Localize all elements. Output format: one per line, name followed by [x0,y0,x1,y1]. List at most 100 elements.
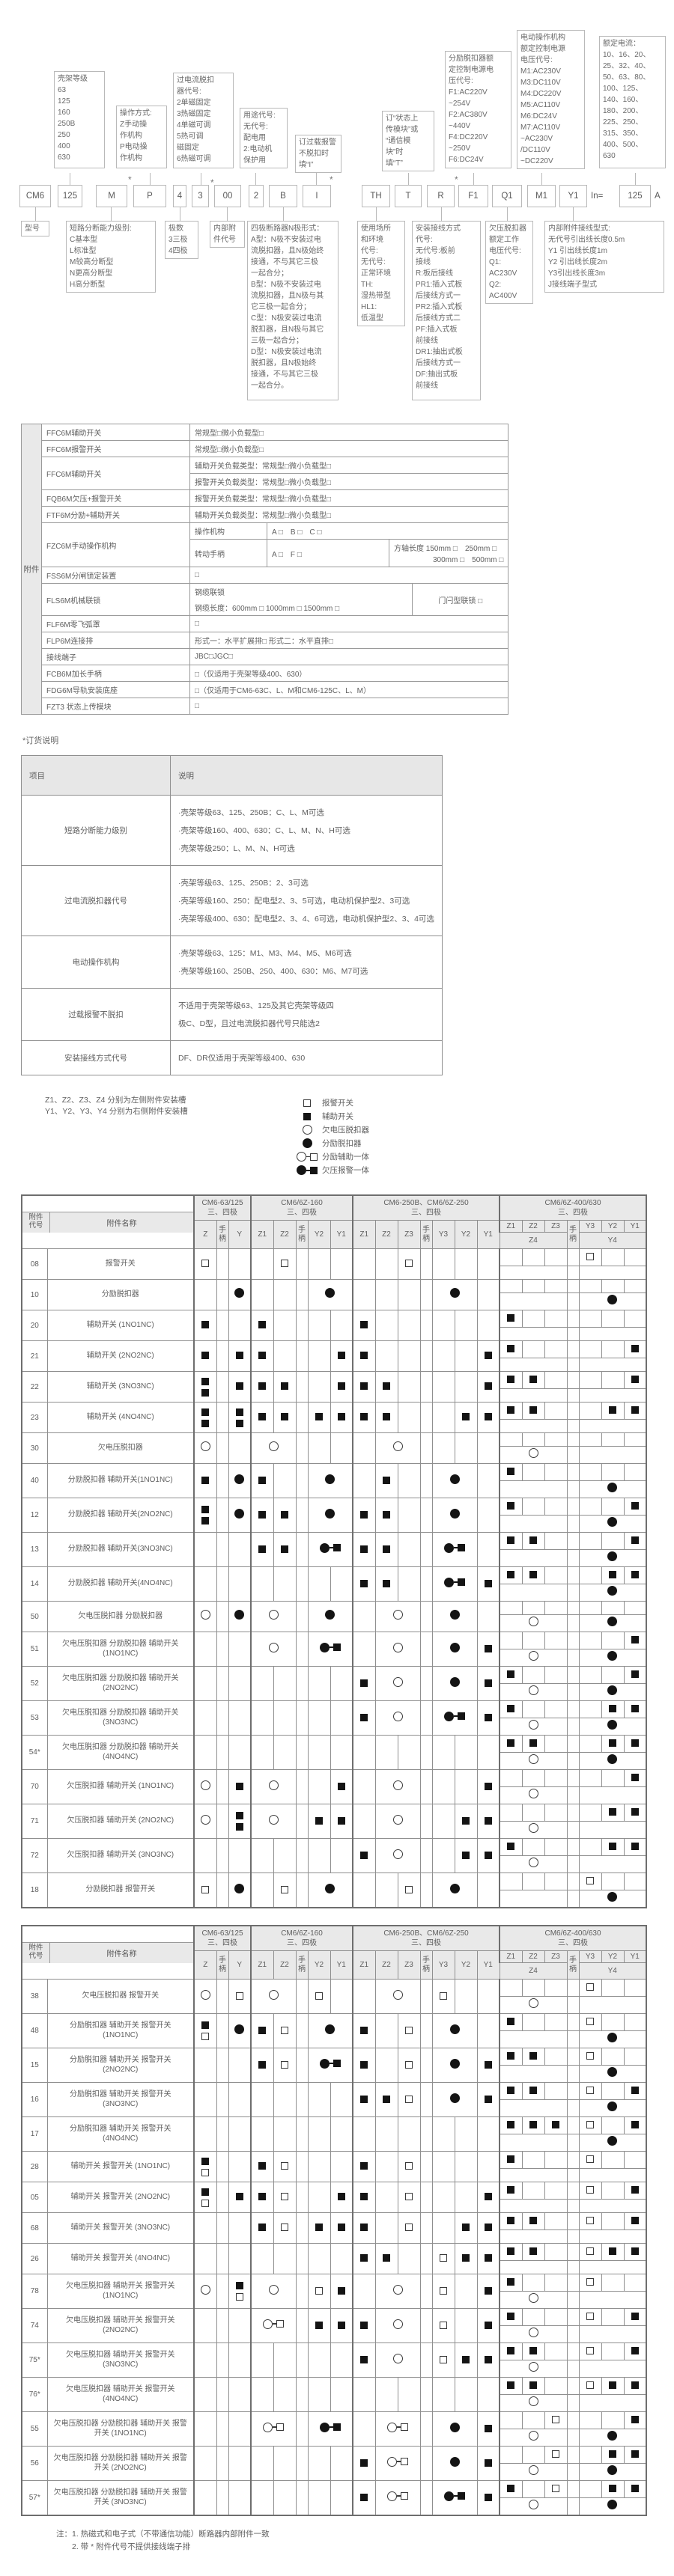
matrix-cell [566,1735,580,1753]
matrix-cell [397,1532,421,1567]
matrix-cell [499,1804,523,1822]
aux-switch-icon [235,1823,243,1831]
aux-switch-icon [484,1851,492,1859]
shunt-release-icon [449,1883,460,1893]
matrix-cell [419,1340,433,1372]
matrix-cell [307,2048,353,2083]
matrix-cell [216,1432,229,1464]
matrix-cell [216,2411,229,2447]
callout-line: 3三极 [168,236,188,244]
alarm-switch-icon [281,2193,288,2200]
matrix-cell [499,1463,523,1481]
order-item: 过载报警不脱扣 [21,988,171,1041]
callout-line: 无代号:板前 [416,247,455,255]
accessory-name: 分励脱扣器 辅助开关 报警开关(1NO1NC) [46,2013,195,2048]
callout-line: ~AC230V [520,135,553,143]
matrix-cell [193,1371,217,1403]
aux-switch-icon [484,1713,492,1721]
corner-code-line: 代号 [28,1951,43,1960]
undervoltage-release-icon [392,1642,403,1652]
matrix-cell [499,1566,523,1584]
matrix-cell [295,1804,309,1839]
matrix-cell [216,1279,229,1310]
connector-line [227,207,228,221]
slot-note-line: Y1、Y2、Y3、Y4 分别为右侧附件安装槽 [45,1107,188,1117]
matrix-row: 74 欠电压脱扣器 辅助开关 报警开关(2NO2NC) [21,2308,647,2343]
matrix-cell-merged [566,1821,580,1839]
aux-switch-icon [360,1321,368,1328]
matrix-cell [601,2082,625,2100]
undervoltage-release-icon [200,1441,210,1451]
type-code-box: F1 [458,185,488,207]
aux-switch-icon [360,1679,368,1687]
matrix-cell [454,1735,478,1770]
callout-bottom: 欠压脱扣器 额定工作 电压代号: Q1: AC230V Q2: AC400V [485,221,533,304]
matrix-cell [476,1632,500,1667]
type-code-box: I [303,185,331,207]
matrix-row: 71 欠压脱扣器 辅助开关 (2NO2NC) [21,1804,647,1839]
callout-line: R:板后接线 [416,269,453,278]
matrix-cell [228,1532,252,1567]
aux-switch-icon [458,1544,465,1551]
matrix-cell [193,2411,217,2447]
slot-header: Z1 [250,1950,274,1980]
matrix-cell [601,1279,625,1293]
matrix-row-sub [22,2199,647,2213]
matrix-cell [228,1340,252,1372]
matrix-cell [476,1566,500,1602]
matrix-row: 76* 欠电压脱扣器 辅助开关 报警开关(4NO4NC) [21,2377,647,2412]
matrix-cell [566,1769,580,1787]
matrix-cell [307,2013,353,2048]
matrix-cell [352,2082,376,2117]
alarm-switch-icon [235,1991,243,2000]
matrix-cell [250,1735,274,1770]
slot-header-text: Z3 [551,1222,560,1230]
aux-switch-icon [281,1510,288,1519]
alarm-switch-icon [401,2423,408,2431]
matrix-cell [499,2116,523,2134]
slot-header: 手柄 [216,1220,229,1249]
matrix-cell [601,1463,625,1481]
matrix-cell [601,2274,625,2292]
slot-header: Y1 [330,1950,353,1980]
aux-switch-icon [258,1382,267,1390]
accessory-name: 欠电压脱扣器 报警开关 [46,1979,195,2014]
aux-switch-icon [281,1382,288,1390]
slot-header: 手柄 [216,1950,229,1980]
matrix-cell-merged [499,1266,568,1280]
matrix-cell [419,1402,433,1433]
callout-line: 内部附件接线型式: [548,225,610,233]
alarm-switch-icon [586,2121,594,2128]
matrix-cell [193,1340,217,1372]
matrix-cell [578,1498,602,1516]
matrix-row-sub [22,1419,647,1433]
shunt-release-icon [449,1508,460,1519]
aux-switch-icon [201,2188,210,2196]
alarm-switch-icon [281,2162,288,2170]
slot-header: Z3 [397,1950,421,1980]
aux-switch-icon [631,1571,639,1578]
matrix-cell [193,2446,217,2481]
matrix-cell [623,1804,647,1822]
accessory-order-form: 附件 FFC6M辅助开关 常规型□微小负载型□ FFC6M报警开关 常规型□微小… [21,424,509,715]
matrix-cell [228,1279,252,1310]
aux-switch-icon [310,1166,318,1174]
aux-switch-icon [258,2224,267,2231]
accessory-code: 26 [21,2243,48,2274]
matrix-cell [295,2411,309,2447]
matrix-row: 72 欠压脱扣器 辅助开关 (3NO3NC) [21,1838,647,1873]
matrix-cell [307,2243,331,2274]
form-content: 报警开关负载类型：常规型□微小负载型□ [189,489,509,507]
matrix-cell-merged [499,1718,568,1736]
matrix-cell-merged [499,1996,568,2014]
matrix-cell [544,1769,568,1787]
matrix-cell [250,2243,274,2274]
matrix-cell [544,2411,568,2429]
matrix-cell [216,2116,229,2152]
matrix-cell [250,1371,274,1403]
matrix-row: 55 欠电压脱扣器 分励脱扣器 辅助开关 报警开关 (1NO1NC) [21,2411,647,2447]
callout-line: 后接线方式一 [416,359,461,367]
matrix-cell [295,2308,309,2343]
matrix-row: 28 辅助开关 报警开关 (1NO1NC) [21,2151,647,2182]
matrix-cell [250,1432,297,1464]
